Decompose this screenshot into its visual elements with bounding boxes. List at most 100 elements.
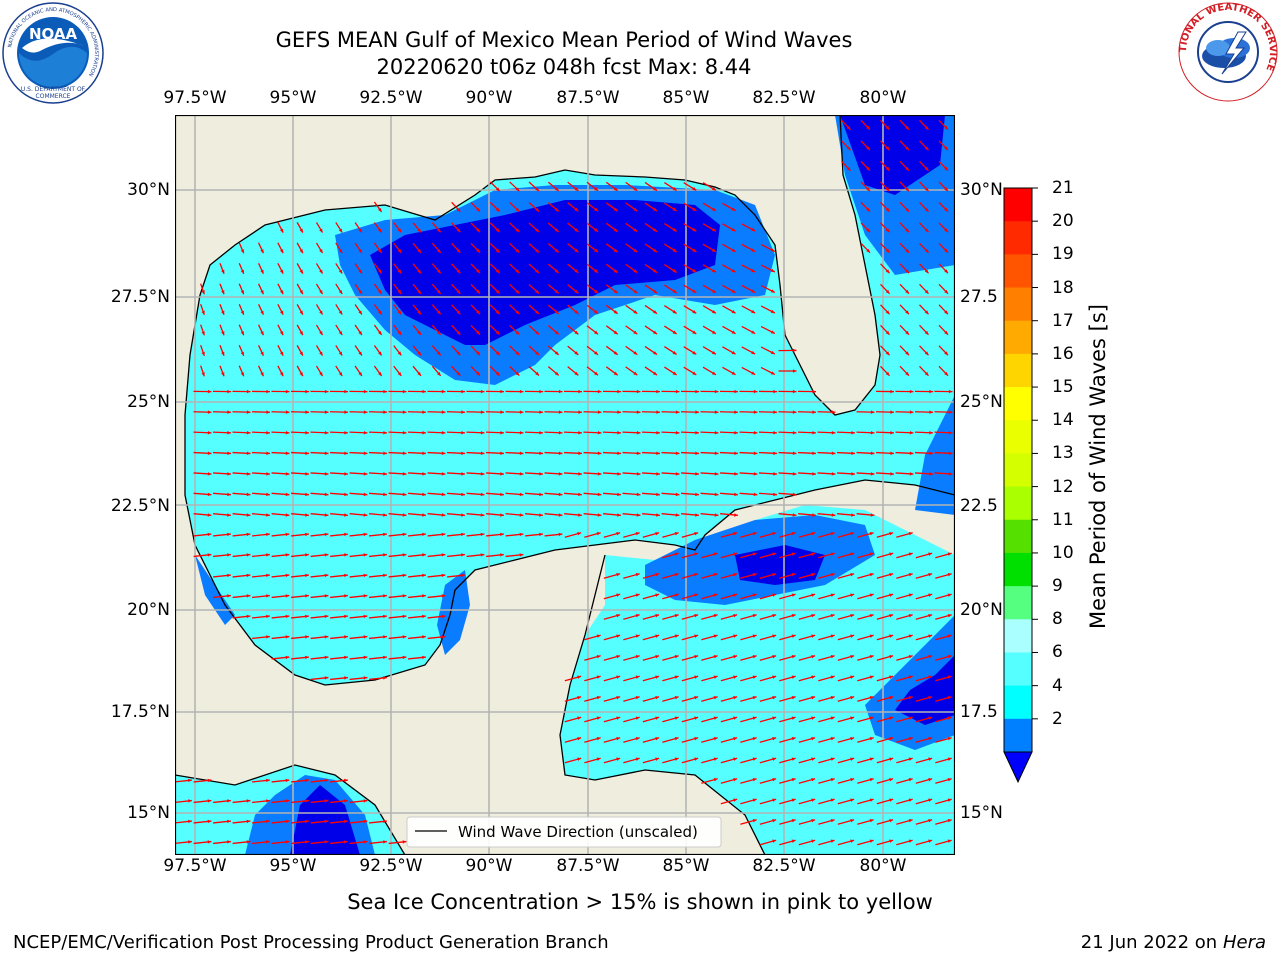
wind-arrow-head xyxy=(889,819,894,823)
wind-arrow-head xyxy=(830,757,835,761)
wind-arrow-head xyxy=(363,532,368,537)
wind-arrow-head xyxy=(456,289,461,294)
wind-arrow-head xyxy=(947,798,952,802)
wind-arrow-head xyxy=(889,778,894,782)
wind-arrow-head xyxy=(246,410,251,414)
wind-arrow-head xyxy=(674,696,679,700)
wind-arrow-head xyxy=(811,798,816,802)
wind-arrow-head xyxy=(266,389,270,394)
wind-arrow-head xyxy=(772,573,777,577)
wind-arrow-head xyxy=(461,532,465,537)
noaa-logo: NOAA NATIONAL OCEANIC AND ATMOSPHERIC AD… xyxy=(2,2,104,104)
wind-arrow-head xyxy=(653,207,657,212)
wind-arrow-head xyxy=(928,552,933,556)
wind-arrow-head xyxy=(870,410,875,414)
wind-arrow-head xyxy=(558,451,563,456)
wind-arrow-head xyxy=(378,249,382,253)
wind-arrow-head xyxy=(422,430,426,435)
wind-arrow-head xyxy=(711,207,716,211)
wind-arrow-head xyxy=(363,840,368,844)
colorbar-segment xyxy=(1004,552,1032,587)
wind-arrow-head xyxy=(909,389,914,394)
wind-arrow-head xyxy=(515,228,520,233)
wind-arrow-head xyxy=(791,696,796,700)
wind-arrow-head xyxy=(633,248,638,253)
wind-arrow-head xyxy=(338,331,343,336)
wind-arrow-head xyxy=(869,573,874,577)
wind-arrow-head xyxy=(731,289,736,293)
wind-arrow-head xyxy=(792,410,797,414)
wind-arrow-head xyxy=(944,187,948,192)
wind-arrow-head xyxy=(928,634,933,638)
wind-arrow-head xyxy=(772,532,777,536)
wind-arrow-head xyxy=(188,778,192,783)
wind-arrow-head xyxy=(383,635,387,639)
wind-arrow-head xyxy=(597,410,602,414)
wind-arrow-head xyxy=(692,350,697,355)
wind-arrow-head xyxy=(731,227,736,232)
wind-arrow-head xyxy=(554,269,559,273)
wind-arrow-head xyxy=(594,187,599,191)
nws-logo: NATIONAL WEATHER SERVICE xyxy=(1178,2,1278,102)
wave-period-band-2-4-gulf-sw xyxy=(195,555,235,625)
wind-arrow-head xyxy=(672,228,677,232)
wind-arrow-head xyxy=(221,310,225,315)
wind-arrow-head xyxy=(944,166,948,171)
wind-arrow-head xyxy=(811,614,816,618)
wind-arrow-head xyxy=(456,207,461,212)
wind-arrow-head xyxy=(791,675,796,679)
wind-arrow-head xyxy=(383,513,387,517)
wind-arrow-head xyxy=(597,492,602,497)
wind-arrow-head xyxy=(909,472,914,476)
wave-period-band-0-2-east-caribbean xyxy=(895,655,955,725)
wind-arrow-head xyxy=(519,451,524,456)
wind-arrow-head xyxy=(753,451,758,456)
wind-arrow-head xyxy=(344,532,348,537)
wind-arrow-head xyxy=(695,389,699,394)
wind-arrow-head xyxy=(441,553,446,557)
wind-arrow-head xyxy=(554,289,559,294)
wind-arrow-head xyxy=(653,289,657,294)
wind-arrow-head xyxy=(752,655,757,659)
wind-arrow-head xyxy=(476,351,481,356)
wind-arrow-head xyxy=(947,614,952,618)
wind-arrow-head xyxy=(207,778,212,783)
wind-arrow-head xyxy=(285,389,290,394)
wind-arrow-head xyxy=(635,696,640,700)
colorbar-tick: 19 xyxy=(1052,244,1074,265)
wind-arrow-head xyxy=(850,737,855,741)
wind-arrow-head xyxy=(830,696,835,700)
wind-arrow-head xyxy=(889,716,894,720)
wind-arrow-head xyxy=(770,248,775,252)
wind-arrow-head xyxy=(850,573,855,577)
wind-arrow-head xyxy=(402,614,407,619)
map-legend: Wind Wave Direction (unscaled) xyxy=(406,816,722,848)
wind-arrow-head xyxy=(578,513,582,517)
wind-arrow-head xyxy=(653,330,657,335)
wind-arrow-head xyxy=(539,430,543,435)
legend-label: Wind Wave Direction (unscaled) xyxy=(458,823,698,841)
wind-arrow-head xyxy=(928,573,933,577)
wind-arrow-head xyxy=(616,737,621,741)
colorbar-tick: 13 xyxy=(1052,443,1074,464)
wind-arrow-head xyxy=(539,492,543,497)
wind-arrow-head xyxy=(905,351,909,356)
wind-arrow-head xyxy=(574,310,579,314)
colorbar-segment xyxy=(1004,486,1032,521)
wind-arrow-head xyxy=(692,371,697,375)
wind-arrow-head xyxy=(869,819,874,823)
wind-arrow-head xyxy=(791,593,796,597)
wind-arrow-head xyxy=(577,737,582,741)
wind-arrow-head xyxy=(791,552,796,556)
lon-tick-bottom-8: 80°W xyxy=(859,856,907,876)
wind-arrow-head xyxy=(378,290,382,294)
wind-arrow-head xyxy=(500,492,504,497)
wind-arrow-head xyxy=(929,410,933,414)
wind-arrow-head xyxy=(613,207,618,212)
wind-arrow-head xyxy=(694,696,699,700)
wind-arrow-head xyxy=(772,819,777,823)
wind-arrow-head xyxy=(675,389,680,394)
wind-arrow-head xyxy=(363,492,368,497)
wind-arrow-head xyxy=(299,269,303,274)
wind-arrow-head xyxy=(319,228,323,233)
